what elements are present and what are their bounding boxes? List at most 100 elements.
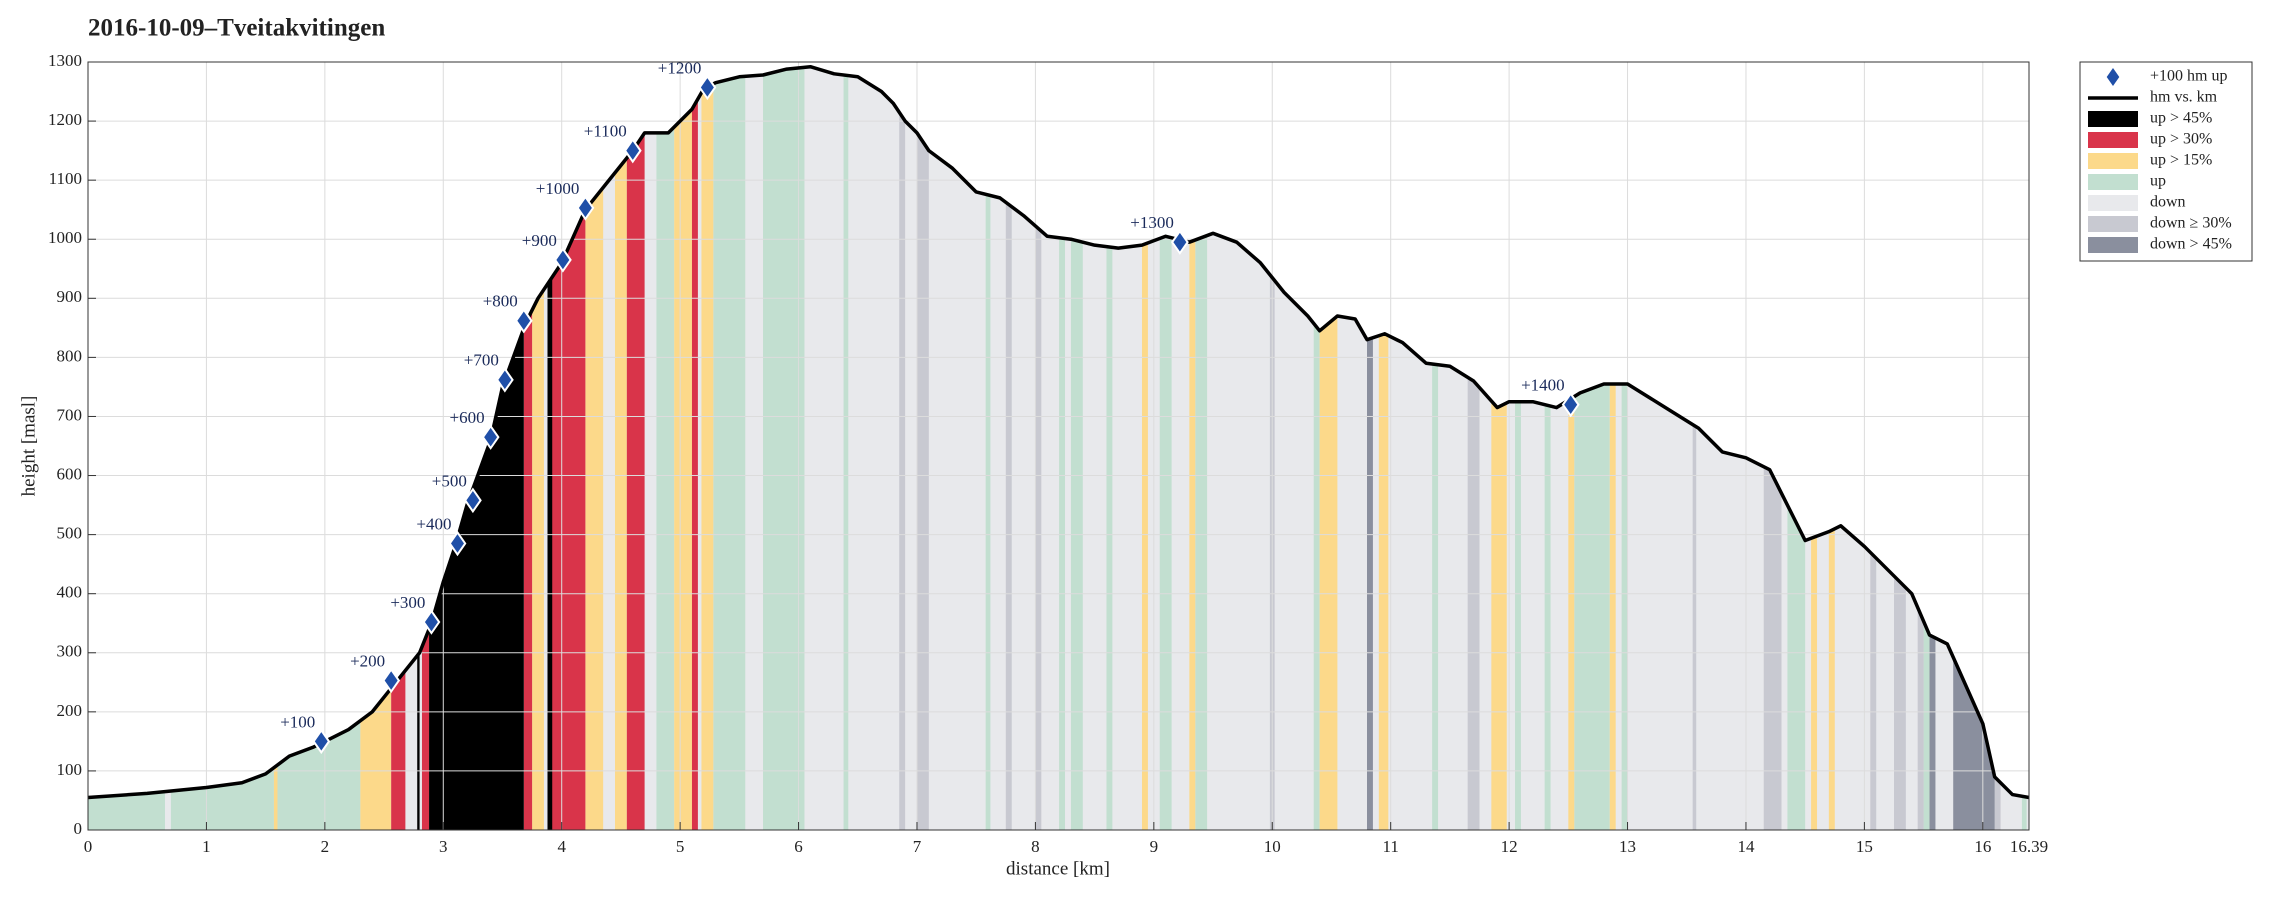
marker-label: +1400 (1521, 376, 1565, 395)
legend-swatch (2088, 132, 2138, 148)
legend-label: up > 30% (2150, 131, 2212, 148)
y-tick-label: 800 (57, 346, 83, 365)
legend-label: +100 hm up (2150, 68, 2227, 85)
band-span (843, 66, 849, 830)
band-span (691, 66, 698, 830)
y-tick-label: 500 (57, 524, 83, 543)
x-tick-label: 3 (439, 837, 448, 856)
x-tick-label: 6 (794, 837, 803, 856)
band-span (1870, 66, 1877, 830)
marker-label: +100 (280, 712, 315, 731)
legend-swatch (2088, 216, 2138, 232)
legend-label: up > 15% (2150, 152, 2212, 169)
band-span (1313, 66, 1320, 830)
x-tick-label: 2 (321, 837, 330, 856)
band-span (1811, 66, 1818, 830)
marker-label: +1200 (658, 58, 702, 77)
profile-line (87, 64, 2030, 800)
band-span (1159, 66, 1172, 830)
band-span (391, 66, 406, 830)
band-span (1953, 66, 1995, 830)
band-span (1568, 66, 1575, 830)
band-span (1692, 66, 1697, 830)
band-span (1621, 66, 1628, 830)
y-tick-label: 400 (57, 583, 83, 602)
legend-swatch (2088, 153, 2138, 169)
band-span (417, 66, 420, 830)
marker (463, 487, 482, 514)
marker (623, 137, 642, 164)
x-tick-label: 13 (1619, 837, 1636, 856)
band-span (88, 66, 165, 830)
band-span (1106, 66, 1113, 830)
band-span (626, 66, 645, 830)
marker (514, 308, 533, 334)
band-span (985, 66, 991, 830)
legend-label: up (2150, 173, 2166, 190)
band-span (585, 66, 604, 830)
y-tick-label: 900 (57, 287, 83, 306)
band-span (1763, 66, 1782, 830)
y-tick-label: 100 (57, 760, 83, 779)
band-span (1994, 66, 2001, 830)
x-tick-label: 4 (557, 837, 566, 856)
legend-label: down ≥ 30% (2150, 215, 2232, 232)
band-span (1059, 66, 1066, 830)
y-tick-label: 300 (57, 642, 83, 661)
y-tick-label: 1200 (48, 110, 82, 129)
legend-swatch (2088, 195, 2138, 211)
legend-label: down (2150, 194, 2186, 211)
legend-swatch (2088, 111, 2138, 127)
band-span (1319, 66, 1338, 830)
legend-marker (2106, 68, 2120, 86)
marker-label: +1300 (1130, 213, 1174, 232)
y-axis-label: height [masl] (18, 396, 39, 497)
band-span (1366, 66, 1373, 830)
band-span (421, 66, 430, 830)
marker (495, 367, 514, 393)
band-span (549, 66, 586, 830)
band-span (1378, 66, 1389, 830)
x-tick-label: 0 (84, 837, 93, 856)
band-span (1574, 66, 1610, 830)
x-tick-label: 16.39 (2010, 837, 2048, 856)
band-span (916, 66, 929, 830)
marker-label: +600 (450, 408, 485, 427)
marker-label: +900 (522, 231, 557, 250)
x-tick-label: 11 (1382, 837, 1398, 856)
band-span (532, 66, 544, 830)
y-tick-label: 1000 (48, 228, 82, 247)
band-span (1828, 66, 1835, 830)
marker-label: +1100 (584, 122, 627, 141)
band-span (273, 66, 278, 830)
legend-swatch (2088, 237, 2138, 253)
y-tick-label: 200 (57, 701, 83, 720)
band-span (1544, 66, 1551, 830)
band-span (1515, 66, 1521, 830)
band-span (1787, 66, 1806, 830)
x-axis-label: distance [km] (1006, 858, 1110, 879)
band-span (674, 66, 692, 830)
band-span (1432, 66, 1439, 830)
marker (698, 74, 717, 101)
band-span (523, 66, 533, 830)
x-tick-label: 9 (1150, 837, 1159, 856)
marker (576, 195, 595, 221)
y-tick-label: 1100 (49, 169, 82, 188)
x-tick-label: 8 (1031, 837, 1040, 856)
band-span (763, 66, 805, 830)
marker (481, 424, 500, 450)
band-span (899, 66, 906, 830)
band-span (1467, 66, 1480, 830)
legend-label: hm vs. km (2150, 89, 2218, 106)
chart-title: 2016-10-09–Tveitakvitingen (88, 15, 385, 42)
band-span (1917, 66, 1924, 830)
band-span (1035, 66, 1042, 830)
marker-label: +200 (350, 651, 385, 670)
band-span (1893, 66, 1906, 830)
marker-label: +500 (432, 471, 467, 490)
marker-label: +800 (483, 292, 518, 311)
marker (1170, 229, 1189, 255)
band-span (547, 66, 553, 830)
marker-label: +400 (416, 514, 451, 533)
